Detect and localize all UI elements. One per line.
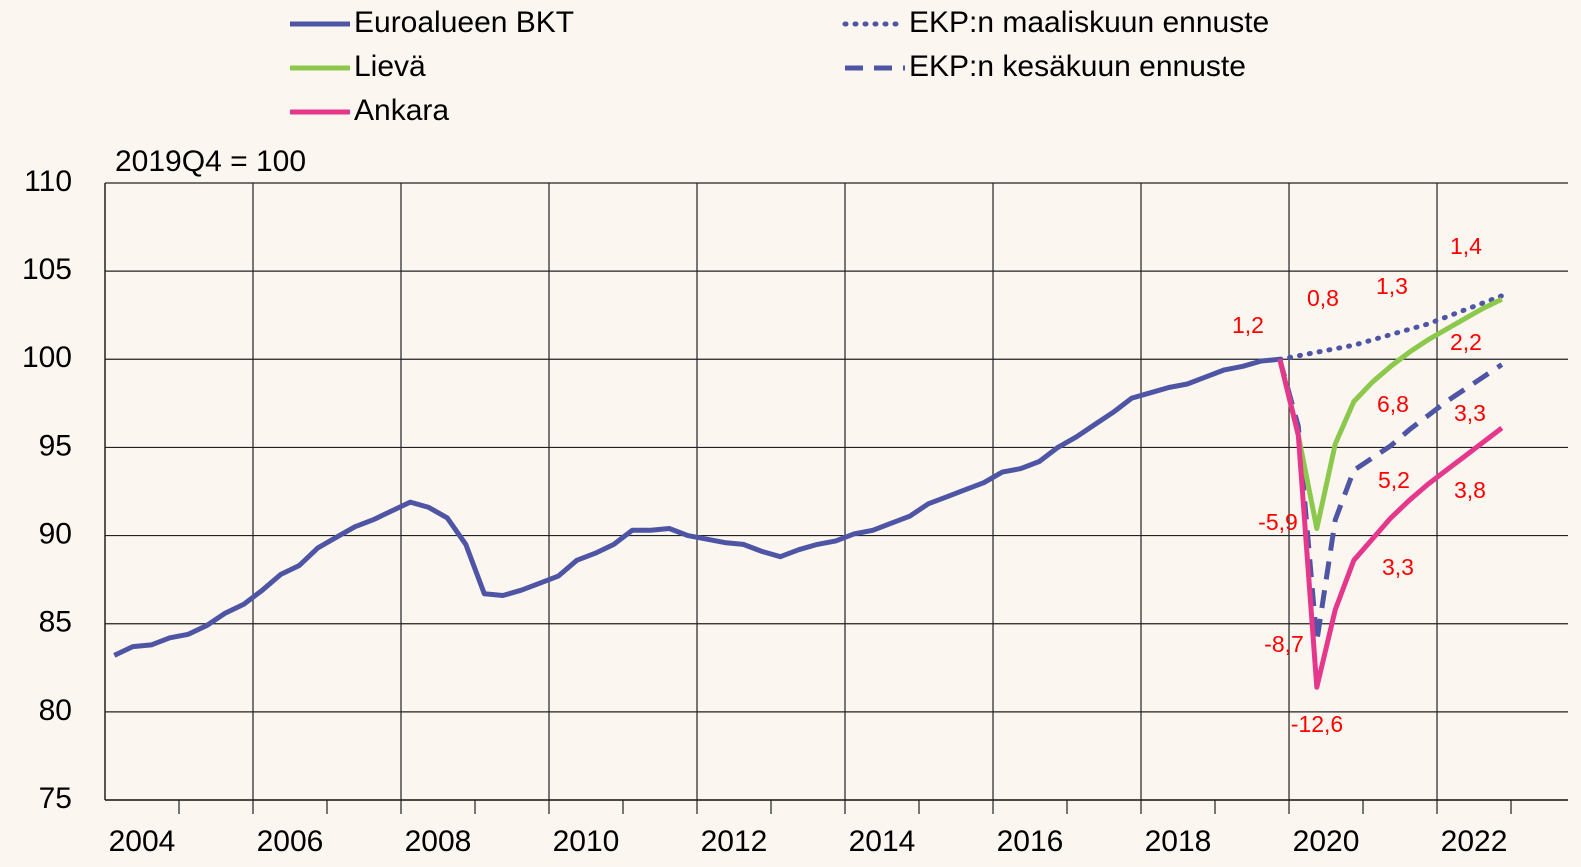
annotation: 2,2: [1450, 329, 1482, 355]
annotation: -8,7: [1264, 631, 1304, 657]
legend-label: Euroalueen BKT: [354, 6, 574, 39]
annotation: 0,8: [1307, 285, 1339, 311]
legend-label: EKP:n kesäkuun ennuste: [909, 50, 1246, 83]
x-tick-label: 2016: [997, 825, 1064, 858]
x-tick-label: 2020: [1293, 825, 1360, 858]
annotation: -5,9: [1258, 509, 1298, 535]
annotation: 6,8: [1377, 391, 1409, 417]
annotation: 5,2: [1378, 467, 1410, 493]
unit-label: 2019Q4 = 100: [115, 145, 306, 178]
annotation: -12,6: [1291, 711, 1343, 737]
series-line: [1277, 297, 1503, 531]
x-tick-label: 2006: [257, 825, 324, 858]
y-tick-label: 85: [39, 606, 72, 639]
y-tick-label: 95: [39, 429, 72, 462]
x-tick-label: 2010: [553, 825, 620, 858]
legend-label: EKP:n maaliskuun ennuste: [909, 6, 1269, 39]
y-tick-label: 80: [39, 694, 72, 727]
x-tick-label: 2004: [109, 825, 176, 858]
annotation: 3,3: [1382, 554, 1414, 580]
x-tick-label: 2008: [405, 825, 472, 858]
y-tick-label: 75: [39, 782, 72, 815]
annotation: 1,3: [1376, 273, 1408, 299]
y-tick-label: 110: [24, 165, 72, 198]
y-tick-label: 100: [22, 341, 72, 374]
y-tick-label: 105: [22, 253, 72, 286]
annotation: 1,2: [1232, 312, 1264, 338]
x-tick-label: 2012: [701, 825, 768, 858]
legend-label: Lievä: [354, 50, 426, 83]
x-tick-label: 2014: [849, 825, 916, 858]
x-tick-label: 2018: [1145, 825, 1212, 858]
series-line: [1277, 358, 1504, 690]
annotation: 3,3: [1454, 400, 1486, 426]
annotation: 1,4: [1450, 233, 1482, 259]
annotation: 3,8: [1454, 477, 1486, 503]
y-tick-label: 90: [39, 517, 72, 550]
legend-label: Ankara: [354, 94, 449, 127]
series-line: [1277, 293, 1505, 362]
series-line: [1277, 358, 1504, 644]
series-line: [113, 356, 1281, 658]
x-tick-label: 2022: [1441, 825, 1508, 858]
